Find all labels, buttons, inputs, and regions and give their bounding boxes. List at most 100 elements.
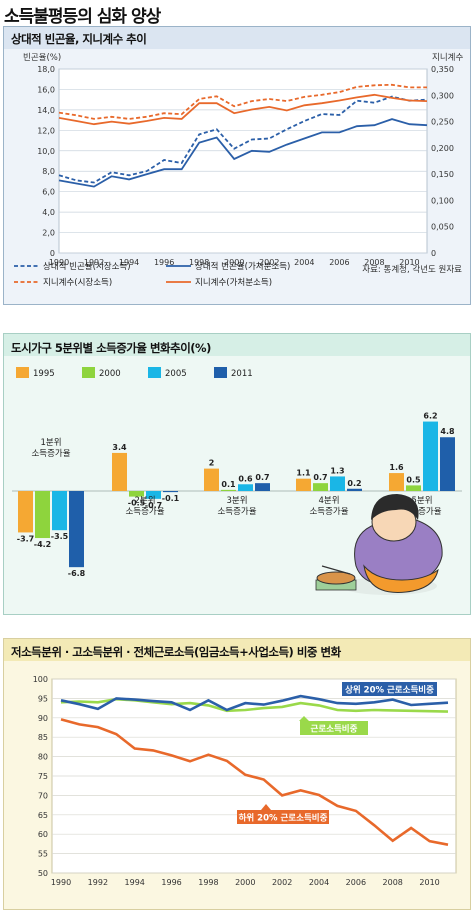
x-tick-label: 1996 [161,878,181,887]
chopsticks-illustration [321,565,351,575]
y-tick-label: 90 [38,714,48,723]
bar [69,491,84,568]
data-label: 0.6 [238,474,253,483]
y2-tick-label: 0 [431,249,436,258]
x-tick-label: 1996 [154,258,174,267]
poverty-gini-chart: 빈곤율(%) 지니계수 0 2,0 4,0 6,0 8,0 10,0 12,0 14,0 16,0 1… [14,52,463,288]
data-label: 0.2 [347,479,361,488]
bar [255,483,270,491]
y-tick-label: 95 [38,694,48,703]
series-line-2 [58,83,427,120]
y2-tick-label: 0,350 [431,65,454,74]
bar [163,491,178,493]
poverty-gini-chart-panel: 상대적 빈곤율, 지니계수 추이 빈곤율(%) 지니계수 0 2,0 4,0 6,0 8,0… [3,26,471,305]
y-tick-label: 4,0 [42,208,55,217]
category-label: 소득증가율 [31,449,70,459]
bar [313,483,328,491]
y2-tick-label: 0,200 [431,144,454,153]
x-tick-label: 2006 [329,258,349,267]
right-axis-label: 지니계수 [432,52,463,63]
legend-label: 2011 [231,369,253,379]
data-label: -0.5 [128,499,146,508]
bar [18,491,33,533]
y-tick-label: 50 [38,869,48,878]
x-tick-label: 1992 [84,258,104,267]
bar [389,473,404,491]
y2-tick-label: 0,250 [431,118,454,127]
data-label: 0.7 [255,473,269,482]
x-tick-label: 1992 [88,878,108,887]
legend-label: 1995 [33,369,55,379]
series-label: 하위 20% 근로소득비중 [239,813,328,824]
panel-title-bar [4,639,470,661]
data-label: -4.2 [34,540,52,549]
bar [129,491,144,497]
data-label: -0.7 [145,501,163,510]
data-label: 3.4 [112,443,127,452]
bar [347,488,362,491]
callout-box [300,721,368,735]
x-tick-label: 2000 [224,258,244,267]
labor-income-share-chart-title: 저소득분위 · 고소득분위 · 전체근로소득(임금소득+사업소득) 비중 변화 [11,645,341,659]
category-label: 4분위 [318,496,339,506]
x-tick-label: 1998 [189,258,209,267]
legend-swatch [82,367,95,378]
y-tick-label: 18,0 [37,65,55,74]
x-tick-label: 2002 [259,258,279,267]
category-label: 소득증가율 [125,507,164,517]
bar [35,491,50,539]
bar [52,491,67,531]
series-line-3 [58,93,428,126]
y-tick-label: 55 [38,850,48,859]
category-label: 5분위 [411,496,432,506]
category-label: 3분위 [226,496,247,506]
y-tick-label: 65 [38,811,48,820]
data-label: 1.3 [330,466,344,475]
x-tick-label: 1994 [119,258,139,267]
data-label: -3.7 [17,534,35,543]
y-tick-label: 6,0 [42,188,55,197]
y-tick-label: 12,0 [37,126,55,135]
legend-label: 상대적 빈곤율(가처분소득) [195,261,290,272]
y-tick-label: 100 [33,675,48,684]
x-tick-label: 1998 [198,878,218,887]
bar [423,421,438,491]
bar [330,476,345,491]
poverty-gini-chart-title: 상대적 빈곤율, 지니계수 추이 [11,32,147,46]
source-note: 자료: 통계청, 각년도 원자료 [362,264,462,275]
income-growth-chart-title: 도시가구 5분위별 소득증가율 변화추이(%) [11,341,211,355]
series-line-1 [58,118,428,188]
category-label: 소득증가율 [217,507,256,517]
person-legs-illustration [363,564,439,593]
data-label: 1.1 [296,469,311,478]
left-axis-label: 빈곤율(%) [23,53,61,63]
x-tick-label: 2006 [346,878,366,887]
x-tick-label: 1990 [49,258,69,267]
legend-swatch [16,367,29,378]
y2-tick-label: 0,100 [431,196,454,205]
page-title: 소득불평등의 심화 양상 [4,7,161,27]
x-tick-label: 2004 [309,878,329,887]
y-tick-label: 8,0 [42,167,55,176]
series-line-2 [60,718,449,846]
bar [296,478,311,491]
bowl-illustration [316,571,356,585]
y-tick-label: 14,0 [37,106,55,115]
bar [406,485,421,491]
panel-title-bar [4,334,470,356]
y-tick-label: 60 [38,830,48,839]
labor-income-share-chart-panel: 저소득분위 · 고소득분위 · 전체근로소득(임금소득+사업소득) 비중 변화 … [3,638,471,910]
y-tick-label: 80 [38,753,48,762]
x-tick-label: 1990 [51,878,71,887]
x-tick-label: 2004 [294,258,314,267]
x-tick-label: 2010 [419,878,439,887]
callout-pointer [261,804,271,810]
x-tick-label: 2008 [364,258,384,267]
data-label: 4.8 [440,427,455,436]
labor-income-share-chart: 50 55 60 65 70 75 80 85 90 95 100 1990 1992 1994 1996 1… [33,675,457,887]
series-label: 상위 20% 근로소득비중 [345,685,434,696]
legend-label: 지니계수(가처분소득) [195,277,272,288]
data-label: -0.1 [162,494,180,503]
plot-area [58,68,428,254]
y-tick-label: 2,0 [42,229,55,238]
